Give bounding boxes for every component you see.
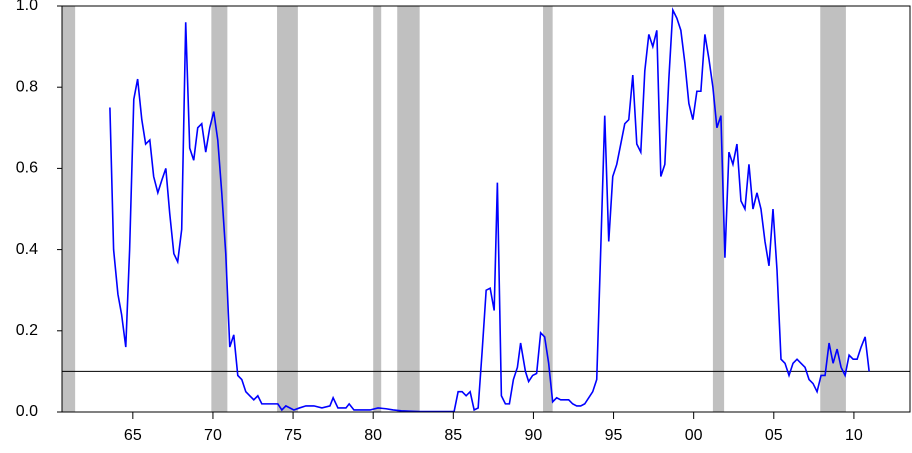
x-tick-label: 05 — [765, 427, 783, 444]
data-line — [109, 6, 870, 413]
shaded-period — [277, 6, 298, 412]
plot-frame — [61, 5, 911, 413]
x-tick-label: 70 — [204, 427, 222, 444]
shaded-period — [820, 6, 846, 412]
y-tick-label: 0.6 — [16, 160, 38, 177]
y-tick-label: 0.0 — [16, 403, 38, 420]
shaded-period — [543, 6, 553, 412]
x-tick-label: 80 — [364, 427, 382, 444]
x-tick-label: 10 — [845, 427, 863, 444]
shaded-period — [712, 6, 725, 412]
x-tick-label: 75 — [284, 427, 302, 444]
shaded-period — [211, 6, 228, 412]
shaded-period — [373, 6, 382, 412]
y-tick-label: 0.4 — [16, 241, 38, 258]
y-tick-label: 0.2 — [16, 322, 38, 339]
shaded-period — [62, 6, 76, 412]
y-tick-label: 1.0 — [16, 0, 38, 14]
x-tick-label: 65 — [124, 427, 142, 444]
x-tick-label: 85 — [444, 427, 462, 444]
y-tick-label: 0.8 — [16, 78, 38, 95]
shaded-period — [397, 6, 420, 412]
x-tick-label: 00 — [685, 427, 703, 444]
x-tick-label: 95 — [605, 427, 623, 444]
x-tick-label: 90 — [525, 427, 543, 444]
